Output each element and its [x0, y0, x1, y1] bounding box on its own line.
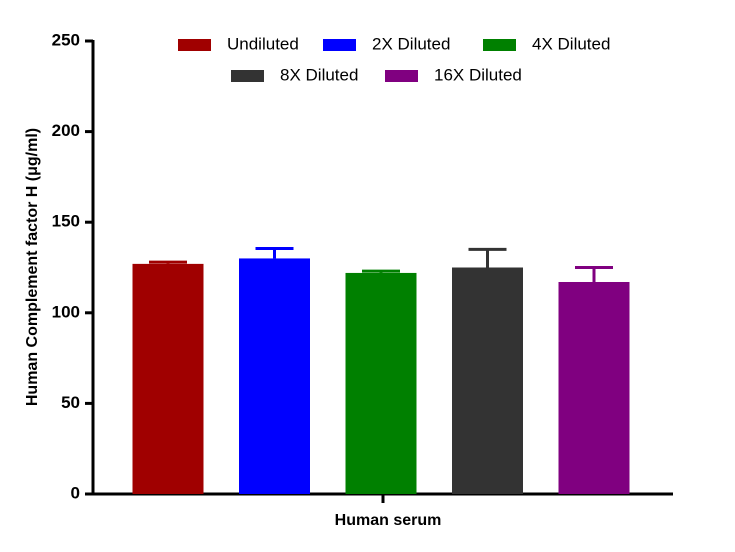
bar [239, 258, 310, 494]
bar [452, 267, 523, 494]
y-tick-label: 250 [52, 30, 80, 49]
bar [558, 281, 630, 494]
legend-swatch [178, 39, 211, 51]
error-bar [575, 266, 613, 282]
error-bar [149, 260, 187, 264]
bar [345, 272, 417, 494]
legend-swatch [385, 70, 418, 82]
legend-label: 16X Diluted [434, 65, 522, 84]
bar [132, 263, 204, 494]
legend-label: 2X Diluted [372, 34, 450, 53]
y-tick-label: 50 [61, 393, 80, 412]
y-axis-label: Human Complement factor H (μg/ml) [24, 128, 41, 406]
legend-swatch [483, 39, 516, 51]
y-tick-label: 100 [52, 302, 80, 321]
legend-swatch [323, 39, 356, 51]
x-axis-label: Human serum [335, 512, 442, 529]
error-bar [362, 269, 400, 273]
error-bar [468, 247, 507, 268]
error-bar [255, 246, 294, 259]
y-tick-label: 0 [71, 483, 80, 502]
legend-label: 4X Diluted [532, 34, 610, 53]
y-tick-label: 150 [52, 212, 80, 231]
legend-swatch [231, 70, 264, 82]
legend-label: Undiluted [227, 34, 299, 53]
legend-label: 8X Diluted [280, 65, 358, 84]
y-tick-label: 200 [52, 121, 80, 140]
